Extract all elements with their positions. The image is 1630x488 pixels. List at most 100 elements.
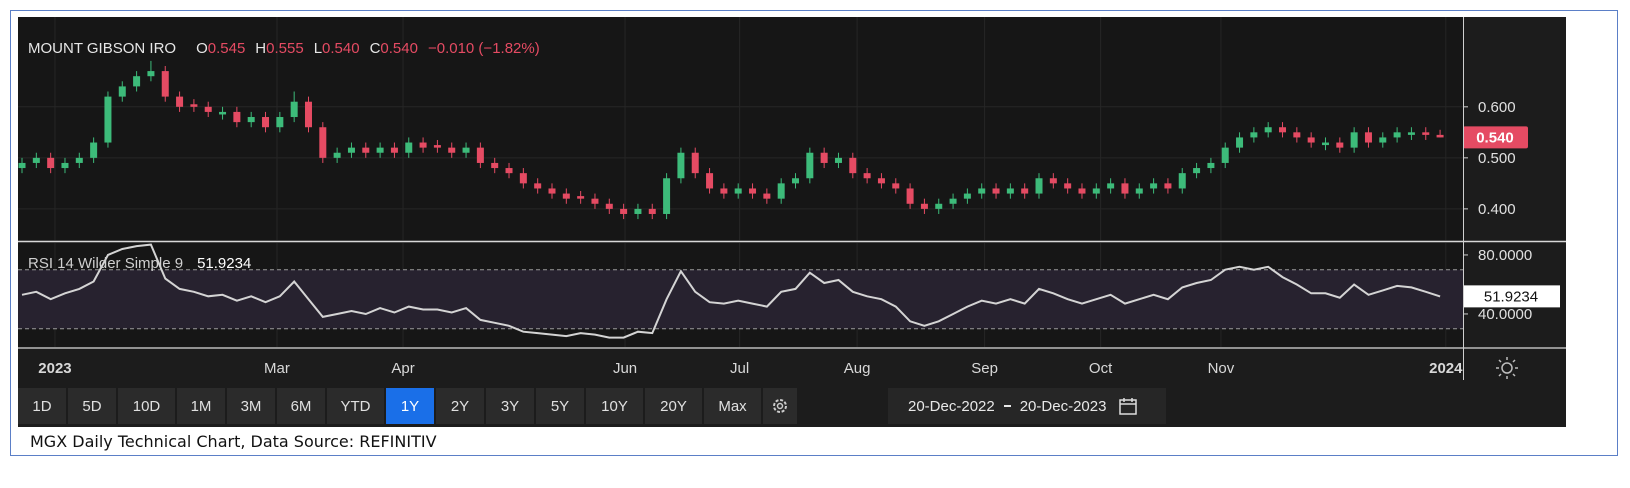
candle-body <box>834 157 842 163</box>
candle-body <box>1321 142 1329 146</box>
candle-body <box>1164 183 1172 189</box>
candle-body <box>1121 183 1129 194</box>
candle-body <box>1135 188 1143 194</box>
candle-body <box>1092 188 1100 194</box>
gear-icon <box>773 399 787 413</box>
range-button[interactable]: 5Y <box>536 388 584 424</box>
candle-body <box>462 147 470 153</box>
candle-body <box>118 86 126 97</box>
range-button[interactable]: 20Y <box>645 388 702 424</box>
y-tick-label: 0.500 <box>1478 150 1516 167</box>
candle-body <box>1350 132 1358 148</box>
candle-body <box>749 188 757 194</box>
candle-body <box>204 106 212 112</box>
frame <box>10 10 1618 456</box>
calendar-icon <box>1119 398 1138 415</box>
date-from: 20-Dec-2022 <box>908 397 995 415</box>
date-range-picker[interactable]: 20-Dec-2022 20-Dec-2023 <box>888 388 1166 424</box>
settings-icon[interactable] <box>1496 357 1518 379</box>
candle-body <box>820 152 828 163</box>
candle-body <box>176 96 184 107</box>
candle-body <box>304 101 312 128</box>
range-button[interactable]: 6M <box>277 388 325 424</box>
range-button[interactable]: 1M <box>177 388 225 424</box>
candle-body <box>290 101 298 118</box>
x-tick-label: Jul <box>730 360 749 377</box>
candle-body <box>877 178 885 184</box>
candle-body <box>935 203 943 209</box>
candle-body <box>691 152 699 174</box>
candle-body <box>634 208 642 214</box>
candle-body <box>90 142 98 158</box>
candle-body <box>1150 183 1158 189</box>
candle-body <box>777 183 785 199</box>
range-button[interactable]: 1D <box>18 388 66 424</box>
y-tick-label: 40.0000 <box>1478 306 1532 323</box>
candle-body <box>734 188 742 194</box>
x-tick-label: Jun <box>613 360 637 377</box>
candle-body <box>1035 178 1043 194</box>
x-tick-label: Oct <box>1089 360 1113 377</box>
range-button[interactable]: 10Y <box>586 388 643 424</box>
quote-letter: L <box>313 40 323 57</box>
candle-body <box>534 183 542 189</box>
candle-body <box>963 193 971 199</box>
rsi-tag <box>1463 285 1560 308</box>
range-button[interactable]: 10D <box>118 388 175 424</box>
candle-body <box>677 152 685 179</box>
candle-body <box>32 157 40 163</box>
quote-value: 0.555 <box>266 40 304 57</box>
candle-body <box>663 178 671 214</box>
candle-body <box>978 188 986 194</box>
quote-value: 0.545 <box>207 40 246 57</box>
candle-body <box>476 147 484 163</box>
candle-body <box>1279 127 1287 133</box>
candle-body <box>706 173 714 189</box>
settings-button[interactable] <box>763 388 797 424</box>
candle-body <box>133 76 141 87</box>
rsi-title: RSI 14 Wilder Simple 9 <box>28 255 184 272</box>
candle-body <box>1193 168 1201 174</box>
y-tick-label: 0.400 <box>1478 201 1516 218</box>
candle-body <box>390 147 398 153</box>
candle-body <box>1107 183 1115 189</box>
rsi-current: 51.9234 <box>197 255 252 272</box>
range-button[interactable]: 1Y <box>386 388 434 424</box>
rsi-tag-label: 51.9234 <box>1484 288 1538 305</box>
range-button[interactable]: YTD <box>327 388 384 424</box>
candle-body <box>491 162 499 169</box>
candle-body <box>161 71 169 97</box>
candle-body <box>75 157 83 163</box>
quote-letter: H <box>255 40 267 57</box>
last-price-label: 0.540 <box>1476 129 1514 146</box>
candle-body <box>648 208 656 214</box>
candle-body <box>233 111 241 123</box>
range-button[interactable]: 2Y <box>436 388 484 424</box>
candle-body <box>849 157 857 174</box>
date-separator <box>1003 405 1011 407</box>
candle-body <box>1364 132 1372 143</box>
candle-body <box>448 147 456 153</box>
range-button[interactable]: 3Y <box>486 388 534 424</box>
candle-body <box>219 111 227 115</box>
x-tick-label: Mar <box>264 360 290 377</box>
range-button[interactable]: 3M <box>227 388 275 424</box>
range-button[interactable]: Max <box>704 388 761 424</box>
candle-body <box>505 168 513 174</box>
candle-body <box>519 173 527 184</box>
candle-body <box>577 196 585 199</box>
candle-body <box>262 117 270 128</box>
candle-body <box>18 162 26 169</box>
candle-body <box>1236 137 1244 148</box>
range-button[interactable]: 5D <box>68 388 116 424</box>
candle-body <box>1436 134 1444 138</box>
candle-body <box>605 203 613 209</box>
candle-body <box>620 208 628 214</box>
candle-body <box>763 193 771 199</box>
candle-body <box>1221 147 1229 163</box>
candle-body <box>247 117 255 123</box>
date-to: 20-Dec-2023 <box>1019 397 1107 415</box>
candle-body <box>1407 132 1415 135</box>
quote-letter: O <box>196 40 208 57</box>
candle-body <box>376 147 384 153</box>
